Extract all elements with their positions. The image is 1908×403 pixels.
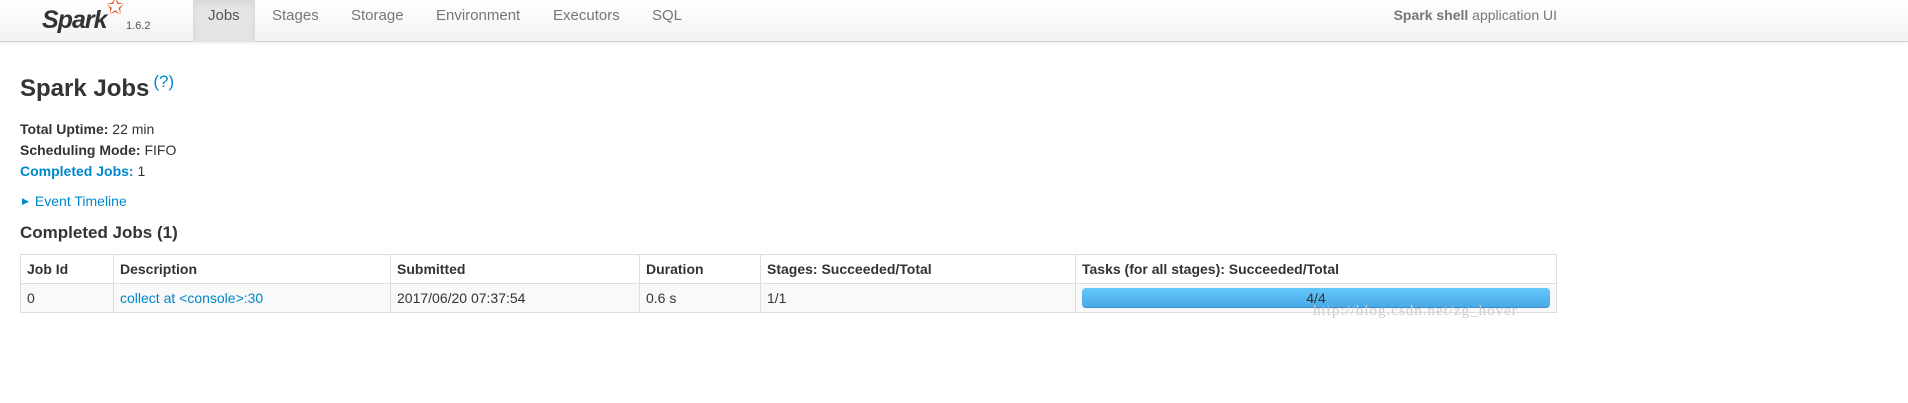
version-label: 1.6.2 bbox=[126, 20, 151, 32]
spark-logo[interactable]: Spark ✩ 1.6.2 bbox=[40, 0, 160, 42]
header-submitted[interactable]: Submitted bbox=[390, 254, 640, 284]
tab-executors[interactable]: Executors bbox=[553, 7, 620, 24]
watermark: http://blog.csdn.net/zg_hover bbox=[1313, 303, 1518, 319]
tab-storage[interactable]: Storage bbox=[351, 7, 404, 24]
header-duration[interactable]: Duration bbox=[639, 254, 761, 284]
tab-sql[interactable]: SQL bbox=[652, 7, 683, 24]
sched-value: FIFO bbox=[144, 142, 177, 158]
star-icon: ✩ bbox=[106, 0, 125, 19]
app-name-suffix: application UI bbox=[1472, 7, 1557, 23]
header-description[interactable]: Description bbox=[113, 254, 391, 284]
tab-jobs[interactable]: Jobs bbox=[193, 0, 255, 42]
stages: 1/1 bbox=[760, 283, 1076, 313]
logo-text: Spark bbox=[42, 6, 107, 34]
table-header-row: Job Id Description Submitted Duration St… bbox=[20, 254, 1557, 284]
event-timeline-toggle[interactable]: ▶ Event Timeline bbox=[22, 193, 127, 209]
header-tasks[interactable]: Tasks (for all stages): Succeeded/Total bbox=[1075, 254, 1557, 284]
job-id: 0 bbox=[20, 283, 114, 313]
help-link[interactable]: (?) bbox=[153, 72, 175, 91]
uptime-value: 22 min bbox=[112, 121, 155, 137]
tasks-label: 4/4 bbox=[1306, 290, 1326, 306]
triangle-right-icon: ▶ bbox=[22, 196, 29, 206]
sched-label: Scheduling Mode: bbox=[20, 142, 141, 158]
submitted: 2017/06/20 07:37:54 bbox=[390, 283, 640, 313]
completed-value: 1 bbox=[137, 163, 146, 179]
event-timeline-label: Event Timeline bbox=[34, 193, 127, 209]
completed-jobs-table: Job Id Description Submitted Duration St… bbox=[20, 254, 1557, 313]
navbar: Spark ✩ 1.6.2 Jobs Stages Storage Enviro… bbox=[0, 0, 1908, 42]
page-title: Spark Jobs (?) bbox=[20, 72, 174, 103]
tab-stages[interactable]: Stages bbox=[272, 7, 319, 24]
total-uptime: Total Uptime: 22 min bbox=[20, 121, 154, 137]
completed-jobs-link[interactable]: Completed Jobs: bbox=[20, 163, 134, 179]
tasks-progress-bar: 4/4 bbox=[1082, 288, 1550, 308]
table-row: 0 collect at <console>:30 2017/06/20 07:… bbox=[20, 283, 1557, 313]
app-name-bold: Spark shell bbox=[1393, 7, 1469, 23]
uptime-label: Total Uptime: bbox=[20, 121, 109, 137]
scheduling-mode: Scheduling Mode: FIFO bbox=[20, 142, 176, 158]
duration: 0.6 s bbox=[639, 283, 761, 313]
completed-jobs: Completed Jobs: 1 bbox=[20, 163, 145, 179]
header-stages[interactable]: Stages: Succeeded/Total bbox=[760, 254, 1076, 284]
tab-environment[interactable]: Environment bbox=[436, 7, 521, 24]
tasks-cell: 4/4 bbox=[1075, 283, 1557, 313]
section-title: Completed Jobs (1) bbox=[20, 223, 178, 242]
header-job-id[interactable]: Job Id bbox=[20, 254, 114, 284]
app-name: Spark shell application UI bbox=[1394, 7, 1557, 23]
job-description-link[interactable]: collect at <console>:30 bbox=[120, 290, 264, 306]
page-title-text: Spark Jobs bbox=[20, 75, 150, 102]
